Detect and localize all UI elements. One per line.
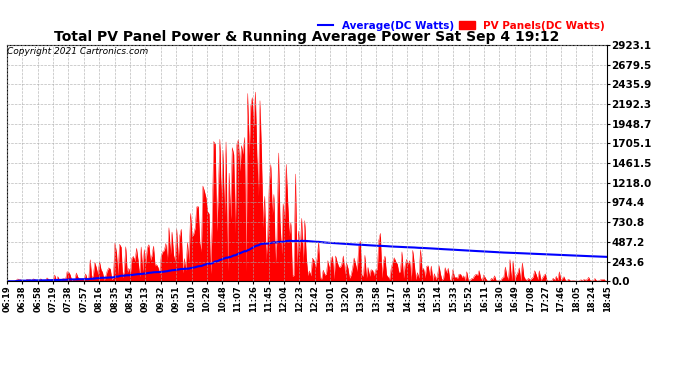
Text: Copyright 2021 Cartronics.com: Copyright 2021 Cartronics.com — [7, 47, 148, 56]
Legend: Average(DC Watts), PV Panels(DC Watts): Average(DC Watts), PV Panels(DC Watts) — [313, 16, 609, 35]
Title: Total PV Panel Power & Running Average Power Sat Sep 4 19:12: Total PV Panel Power & Running Average P… — [55, 30, 560, 44]
